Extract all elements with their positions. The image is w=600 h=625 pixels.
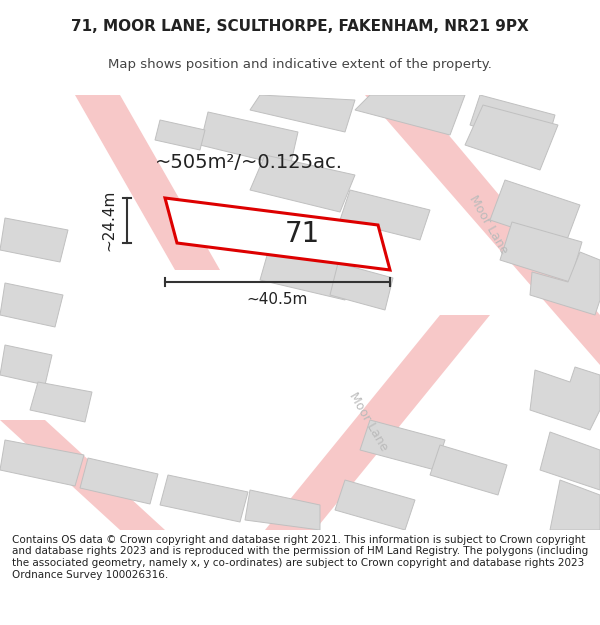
Polygon shape — [540, 432, 600, 490]
Polygon shape — [80, 458, 158, 504]
Polygon shape — [355, 95, 465, 135]
Polygon shape — [160, 475, 248, 522]
Polygon shape — [330, 263, 393, 310]
Polygon shape — [75, 95, 220, 270]
Polygon shape — [0, 440, 84, 486]
Polygon shape — [250, 95, 355, 132]
Polygon shape — [470, 95, 555, 150]
Polygon shape — [260, 245, 355, 300]
Polygon shape — [550, 480, 600, 530]
Text: ~40.5m: ~40.5m — [247, 292, 308, 308]
Text: Moor Lane: Moor Lane — [346, 391, 390, 454]
Text: 71: 71 — [285, 220, 320, 248]
Polygon shape — [250, 155, 355, 212]
Polygon shape — [0, 420, 165, 530]
Polygon shape — [0, 345, 52, 385]
Polygon shape — [155, 120, 205, 150]
Polygon shape — [530, 367, 600, 430]
Polygon shape — [0, 283, 63, 327]
Polygon shape — [340, 190, 430, 240]
Text: ~505m²/~0.125ac.: ~505m²/~0.125ac. — [155, 152, 343, 171]
Text: 71, MOOR LANE, SCULTHORPE, FAKENHAM, NR21 9PX: 71, MOOR LANE, SCULTHORPE, FAKENHAM, NR2… — [71, 19, 529, 34]
Polygon shape — [490, 180, 580, 245]
Polygon shape — [200, 112, 298, 167]
Text: Map shows position and indicative extent of the property.: Map shows position and indicative extent… — [108, 58, 492, 71]
Text: ~24.4m: ~24.4m — [101, 190, 116, 251]
Polygon shape — [335, 480, 415, 530]
Polygon shape — [365, 95, 600, 365]
Polygon shape — [500, 222, 582, 282]
Text: Moor Lane: Moor Lane — [466, 193, 510, 257]
Polygon shape — [430, 445, 507, 495]
Polygon shape — [30, 382, 92, 422]
Polygon shape — [0, 218, 68, 262]
Polygon shape — [530, 252, 600, 315]
Text: Contains OS data © Crown copyright and database right 2021. This information is : Contains OS data © Crown copyright and d… — [12, 535, 588, 579]
Polygon shape — [265, 315, 490, 530]
Polygon shape — [245, 490, 320, 530]
Polygon shape — [465, 105, 558, 170]
Polygon shape — [165, 198, 390, 270]
Polygon shape — [360, 420, 445, 470]
